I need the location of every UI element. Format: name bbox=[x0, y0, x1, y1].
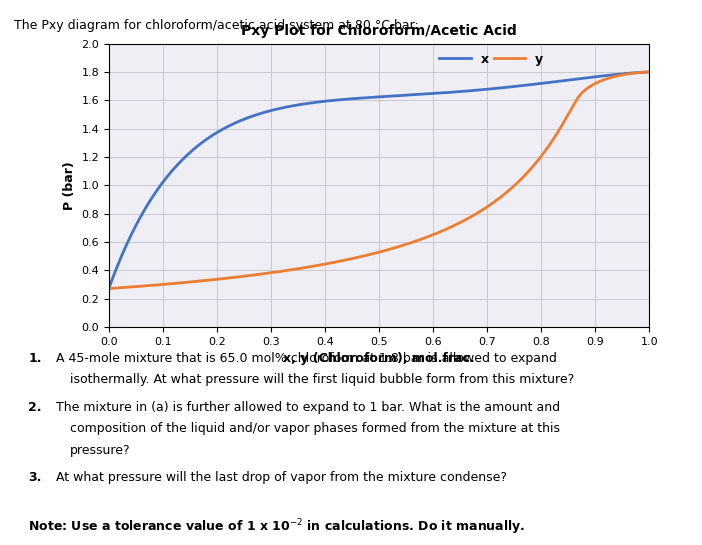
Text: pressure?: pressure? bbox=[70, 444, 131, 457]
Line: y: y bbox=[109, 72, 649, 289]
X-axis label: x, y (Chloroform), mol.frac.: x, y (Chloroform), mol.frac. bbox=[284, 352, 475, 365]
x bbox=[645, 69, 654, 75]
Text: Note: Use a tolerance value of 1 x 10$^{-2}$ in calculations. Do it manually.: Note: Use a tolerance value of 1 x 10$^{… bbox=[28, 518, 526, 537]
Title: Pxy Plot for Chloroform/Acetic Acid: Pxy Plot for Chloroform/Acetic Acid bbox=[241, 25, 517, 38]
x bbox=[526, 81, 534, 88]
y bbox=[105, 286, 113, 292]
Text: composition of the liquid and/or vapor phases formed from the mixture at this: composition of the liquid and/or vapor p… bbox=[70, 422, 560, 435]
Text: isothermally. At what pressure will the first liquid bubble form from this mixtu: isothermally. At what pressure will the … bbox=[70, 373, 574, 386]
Text: 1.: 1. bbox=[28, 352, 41, 365]
y bbox=[581, 87, 590, 93]
Y-axis label: P (bar): P (bar) bbox=[62, 161, 76, 210]
Legend: x, y: x, y bbox=[439, 53, 543, 66]
x bbox=[343, 96, 351, 102]
Text: A 45-mole mixture that is 65.0 mol% chloroform at 1.8 bar is allowed to expand: A 45-mole mixture that is 65.0 mol% chlo… bbox=[56, 352, 557, 365]
x bbox=[536, 80, 544, 87]
y bbox=[515, 178, 524, 184]
y bbox=[645, 69, 654, 75]
Text: The Pxy diagram for chloroform/acetic acid system at 80 °C bar:: The Pxy diagram for chloroform/acetic ac… bbox=[14, 19, 419, 32]
x bbox=[160, 178, 168, 184]
x bbox=[476, 87, 484, 93]
y bbox=[571, 98, 580, 104]
Text: 2.: 2. bbox=[28, 401, 41, 414]
y bbox=[589, 81, 597, 88]
Text: The mixture in (a) is further allowed to expand to 1 bar. What is the amount and: The mixture in (a) is further allowed to… bbox=[56, 401, 560, 414]
x bbox=[105, 286, 113, 292]
y bbox=[591, 80, 600, 87]
Line: x: x bbox=[109, 72, 649, 289]
Text: 3.: 3. bbox=[28, 471, 41, 485]
Text: At what pressure will the last drop of vapor from the mixture condense?: At what pressure will the last drop of v… bbox=[56, 471, 507, 485]
x bbox=[323, 98, 331, 104]
y bbox=[573, 96, 581, 102]
